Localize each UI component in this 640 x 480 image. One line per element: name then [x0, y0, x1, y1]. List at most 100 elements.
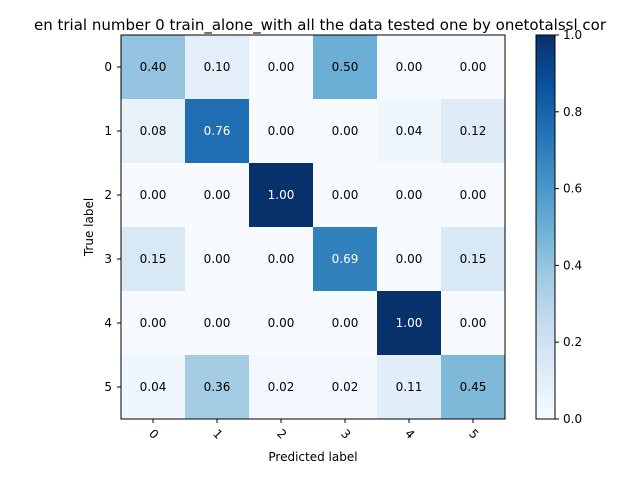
cell-value-label: 0.11: [396, 380, 423, 394]
cell-value-label: 0.00: [460, 188, 487, 202]
cell-value-label: 0.00: [332, 188, 359, 202]
heatmap-cell: [441, 35, 506, 100]
heatmap-cell: [377, 355, 442, 420]
x-tick-label: 1: [210, 427, 225, 442]
y-tick-label: 0: [104, 60, 112, 74]
cell-value-label: 0.02: [332, 380, 359, 394]
heatmap-cell: [249, 291, 314, 356]
heatmap-cell: [313, 99, 378, 164]
cell-value-label: 0.00: [204, 316, 231, 330]
heatmap-cell: [249, 227, 314, 292]
heatmap-cell: [249, 99, 314, 164]
cell-value-label: 0.00: [332, 316, 359, 330]
cell-value-label: 0.04: [396, 124, 423, 138]
plot-frame: [120, 34, 506, 420]
x-tick-label: 0: [146, 427, 161, 442]
y-tick-label: 4: [104, 316, 112, 330]
cell-value-label: 0.45: [460, 380, 487, 394]
cell-value-label: 0.69: [332, 252, 359, 266]
heatmap-cell: [121, 227, 186, 292]
heatmap-cell: [185, 227, 250, 292]
cell-value-label: 0.00: [204, 188, 231, 202]
x-tick-label: 5: [466, 427, 481, 442]
colorbar-ticks: 0.0 0.2 0.4 0.6 0.8 1.0: [555, 28, 582, 426]
cell-value-label: 0.00: [140, 188, 167, 202]
cell-value-label: 0.02: [268, 380, 295, 394]
heatmap-cell: [377, 163, 442, 228]
colorbar-tick-label: 0.4: [563, 258, 582, 272]
heatmap-cell: [249, 355, 314, 420]
heatmap-cell: [185, 99, 250, 164]
heatmap-cell: [313, 35, 378, 100]
cell-value-label: 0.15: [140, 252, 167, 266]
heatmap-cell: [249, 163, 314, 228]
cell-value-label: 0.00: [268, 252, 295, 266]
heatmap-cell: [377, 227, 442, 292]
y-tick-label: 5: [104, 380, 112, 394]
cell-value-label: 0.00: [268, 124, 295, 138]
y-tick-label: 2: [104, 188, 112, 202]
heatmap-cell: [121, 355, 186, 420]
cell-value-label: 1.00: [268, 188, 295, 202]
cell-value-label: 1.00: [396, 316, 423, 330]
heatmap-cell: [313, 355, 378, 420]
y-axis-label: True label: [82, 198, 96, 257]
heatmap-cells: 0.40 0.10 0.00 0.50 0.00 0.00 0.08 0.76 0.00 0.00…: [121, 35, 506, 420]
heatmap-cell: [313, 227, 378, 292]
heatmap-cell: [185, 35, 250, 100]
colorbar-tick-label: 0.2: [563, 335, 582, 349]
cell-value-label: 0.00: [204, 252, 231, 266]
cell-value-label: 0.08: [140, 124, 167, 138]
cell-value-label: 0.00: [332, 124, 359, 138]
cell-value-label: 0.00: [460, 316, 487, 330]
cell-value-label: 0.40: [140, 60, 167, 74]
heatmap-cell: [441, 227, 506, 292]
heatmap-cell: [377, 35, 442, 100]
heatmap-cell: [377, 99, 442, 164]
cell-value-label: 0.36: [204, 380, 231, 394]
heatmap-cell: [441, 291, 506, 356]
heatmap-cell: [313, 163, 378, 228]
heatmap-cell: [441, 163, 506, 228]
cell-value-label: 0.00: [396, 188, 423, 202]
heatmap-cell: [121, 163, 186, 228]
heatmap-cell: [121, 99, 186, 164]
y-tick-label: 1: [104, 124, 112, 138]
colorbar-tick-label: 1.0: [563, 28, 582, 42]
heatmap-cell: [441, 99, 506, 164]
x-axis-ticks: 0 1 2 3 4 5: [146, 419, 481, 442]
y-tick-label: 3: [104, 252, 112, 266]
x-tick-label: 2: [274, 427, 289, 442]
colorbar: [535, 34, 556, 420]
cell-value-label: 0.10: [204, 60, 231, 74]
x-axis-label: Predicted label: [268, 450, 357, 464]
cell-value-label: 0.00: [396, 60, 423, 74]
cell-value-label: 0.12: [460, 124, 487, 138]
heatmap-cell: [313, 291, 378, 356]
heatmap-cell: [121, 35, 186, 100]
chart-title: en trial number 0 train_alone_with all t…: [34, 16, 607, 35]
x-tick-label: 3: [338, 427, 353, 442]
y-axis-ticks: 0 1 2 3 4 5: [104, 60, 121, 394]
x-tick-label: 4: [402, 427, 417, 442]
cell-value-label: 0.00: [140, 316, 167, 330]
colorbar-tick-label: 0.8: [563, 105, 582, 119]
cell-value-label: 0.04: [140, 380, 167, 394]
cell-value-label: 0.00: [460, 60, 487, 74]
heatmap-cell: [185, 163, 250, 228]
heatmap-cell: [377, 291, 442, 356]
cell-value-label: 0.00: [268, 316, 295, 330]
heatmap-cell: [185, 355, 250, 420]
heatmap-cell: [441, 355, 506, 420]
cell-value-label: 0.15: [460, 252, 487, 266]
colorbar-tick-label: 0.6: [563, 182, 582, 196]
heatmap-cell: [121, 291, 186, 356]
cell-value-label: 0.00: [396, 252, 423, 266]
colorbar-tick-label: 0.0: [563, 412, 582, 426]
cell-value-label: 0.76: [204, 124, 231, 138]
cell-value-label: 0.00: [268, 60, 295, 74]
cell-value-label: 0.50: [332, 60, 359, 74]
heatmap-cell: [185, 291, 250, 356]
heatmap-cell: [249, 35, 314, 100]
